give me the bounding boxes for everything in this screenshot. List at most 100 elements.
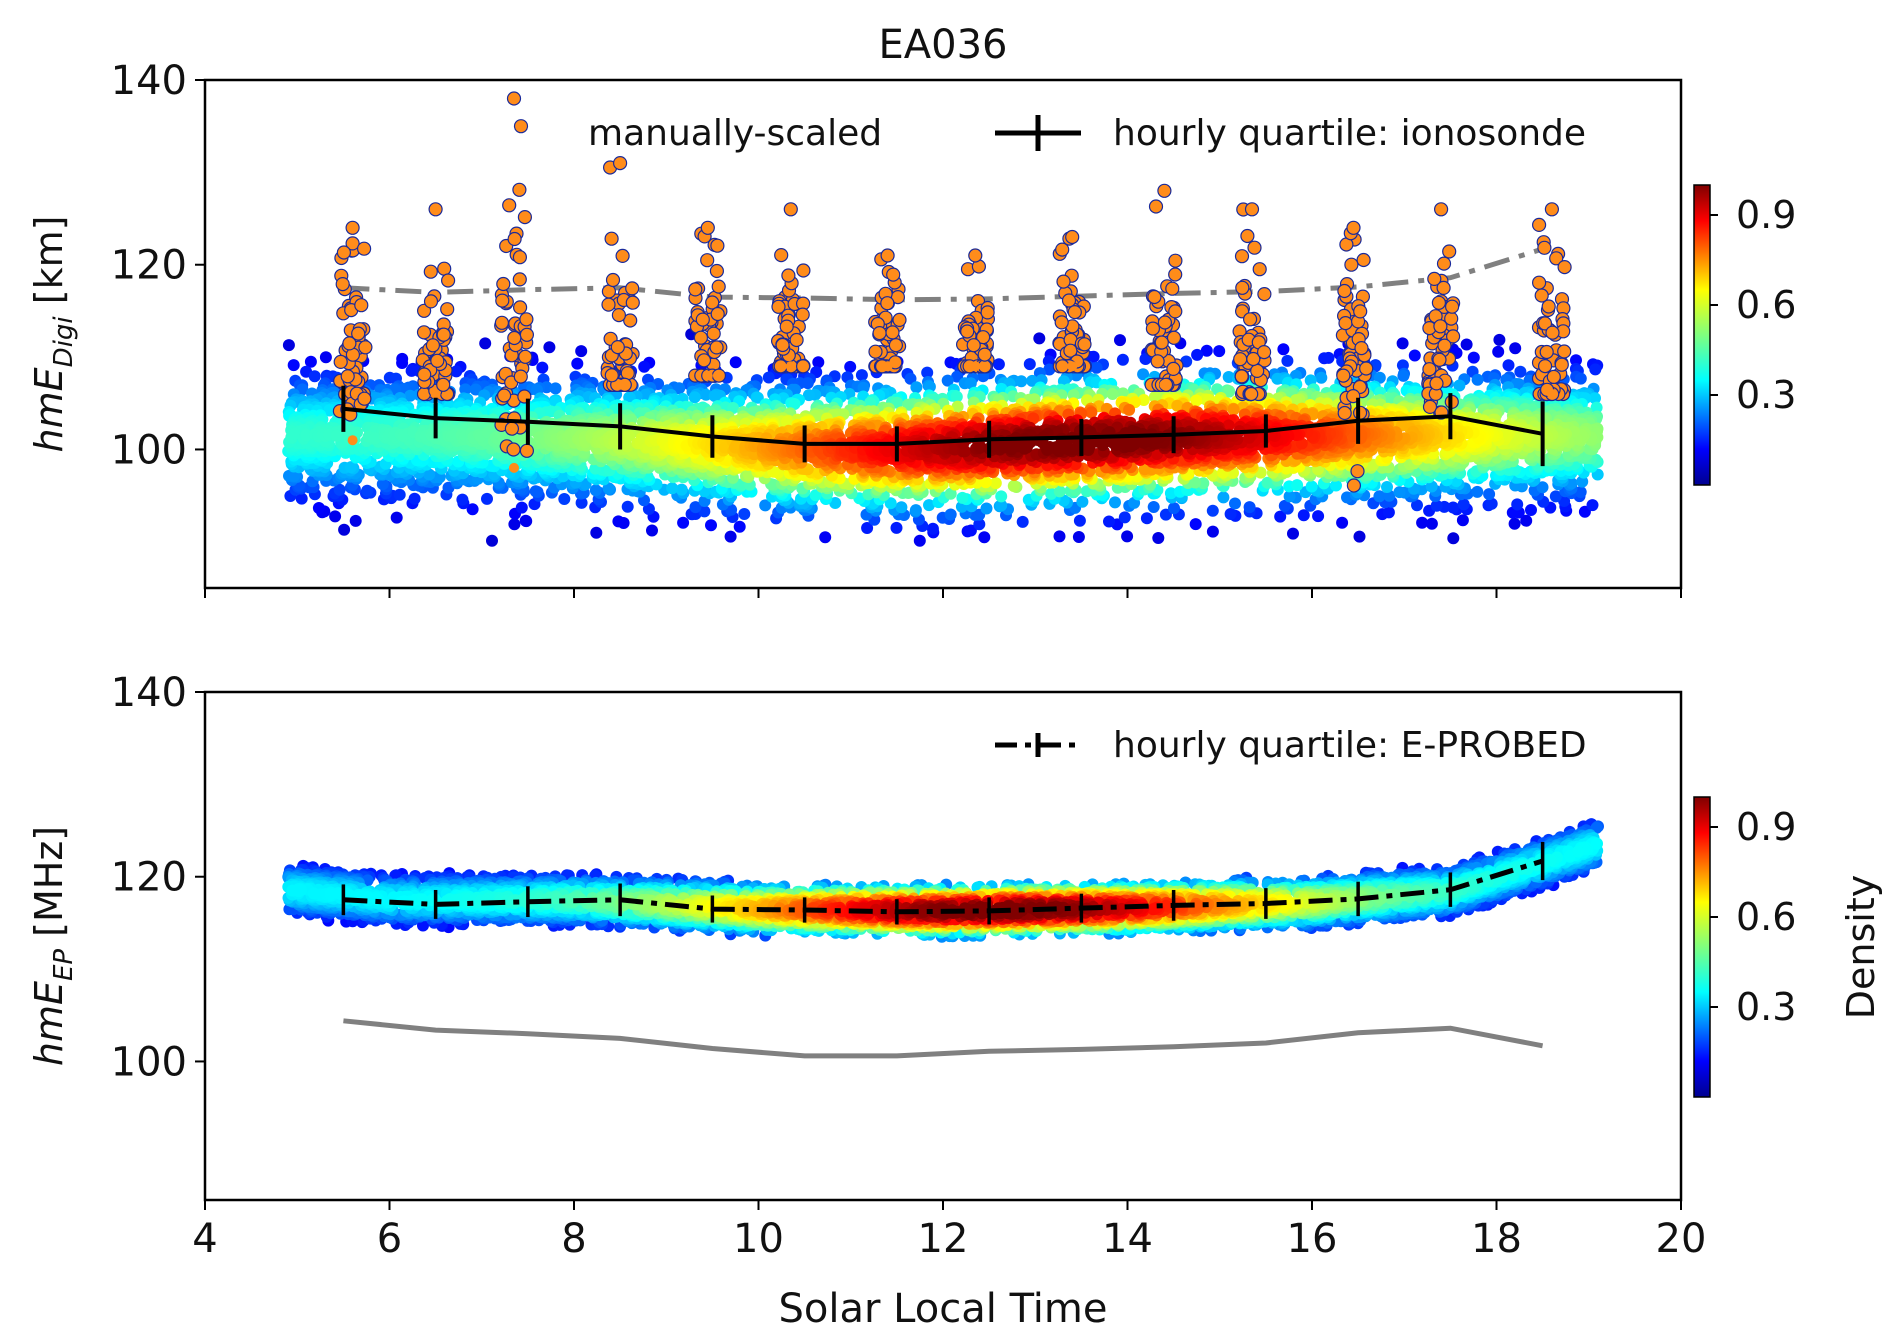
density-point: [1492, 345, 1505, 358]
density-point: [1411, 499, 1423, 512]
density-point: [666, 482, 679, 495]
density-point: [1053, 530, 1066, 543]
density-point: [1168, 502, 1180, 515]
density-point: [638, 360, 651, 373]
density-point: [673, 382, 686, 395]
density-point: [1033, 332, 1046, 345]
density-point: [1016, 515, 1029, 528]
density-point: [1152, 532, 1165, 544]
density-point: [964, 524, 977, 537]
density-point: [1549, 490, 1562, 503]
density-point: [1123, 403, 1136, 416]
density-point: [1271, 372, 1284, 385]
density-point: [319, 351, 332, 364]
density-point: [1586, 499, 1599, 512]
density-point: [861, 522, 874, 534]
density-point: [646, 524, 658, 537]
density-point: [1471, 485, 1484, 498]
density-point: [1330, 479, 1342, 492]
density-point: [1076, 495, 1089, 508]
density-point: [1408, 349, 1421, 362]
density-point: [1287, 527, 1299, 540]
density-point: [1416, 516, 1429, 529]
density-point: [529, 485, 542, 498]
density-point: [1305, 480, 1318, 493]
density-point: [621, 500, 634, 513]
density-point: [1373, 490, 1386, 503]
density-point: [1147, 501, 1160, 513]
density-point: [1015, 375, 1028, 388]
density-point: [926, 522, 939, 535]
density-point: [921, 366, 934, 379]
density-point: [944, 508, 957, 521]
density-point: [904, 372, 917, 385]
density-point: [404, 389, 417, 402]
density-point: [1291, 479, 1304, 492]
density-point: [1116, 353, 1129, 366]
density-point: [1509, 342, 1522, 355]
density-point: [1281, 354, 1294, 367]
density-point: [469, 383, 482, 396]
density-point: [536, 361, 549, 374]
density-point: [1483, 488, 1496, 501]
density-point: [312, 502, 325, 514]
density-point: [287, 359, 300, 372]
density-point: [515, 501, 528, 514]
density-point: [1206, 504, 1219, 517]
density-point: [978, 531, 991, 544]
density-point: [1164, 487, 1177, 500]
density-point: [1277, 343, 1290, 356]
density-point: [1189, 518, 1202, 531]
density-point: [1229, 497, 1241, 510]
density-point: [801, 377, 814, 390]
density-point: [857, 381, 870, 394]
density-point: [729, 356, 742, 369]
density-point: [295, 492, 308, 505]
density-point: [1109, 496, 1121, 509]
density-point: [639, 388, 652, 401]
density-point: [1570, 354, 1582, 367]
density-point: [1396, 337, 1409, 350]
density-point: [323, 404, 336, 417]
density-point: [1447, 532, 1460, 545]
density-point: [282, 339, 295, 352]
density-point: [1222, 371, 1235, 383]
density-point: [1289, 369, 1302, 382]
density-point: [1511, 498, 1524, 511]
density-point: [1121, 530, 1134, 543]
density-point: [913, 534, 926, 547]
density-point: [1589, 363, 1602, 376]
density-point: [1023, 358, 1036, 371]
density-point: [698, 505, 711, 518]
density-point: [844, 360, 857, 373]
density-point: [1508, 517, 1521, 530]
density-point: [1159, 508, 1172, 521]
density-point: [519, 514, 532, 527]
density-point: [1502, 359, 1515, 372]
density-point: [1457, 498, 1470, 511]
density-point: [1576, 475, 1589, 488]
density-point: [612, 515, 625, 528]
density-point: [1318, 352, 1331, 365]
density-point: [910, 381, 923, 394]
density-point: [450, 365, 463, 378]
density-point: [829, 497, 842, 509]
density-point: [459, 383, 472, 396]
density-point: [602, 482, 615, 495]
density-point: [738, 508, 751, 520]
density-point: [909, 504, 922, 517]
density-point: [1425, 517, 1438, 530]
density-point: [1430, 499, 1443, 512]
density-point: [558, 493, 571, 505]
density-point: [479, 337, 492, 350]
density-point: [1118, 511, 1131, 524]
density-point: [575, 345, 588, 358]
density-point: [1026, 374, 1039, 387]
density-point: [1206, 525, 1219, 538]
density-point: [973, 518, 986, 531]
density-point: [549, 382, 562, 395]
density-point: [689, 501, 702, 514]
density-point: [1072, 531, 1085, 543]
density-scatter-top: [282, 326, 1604, 547]
